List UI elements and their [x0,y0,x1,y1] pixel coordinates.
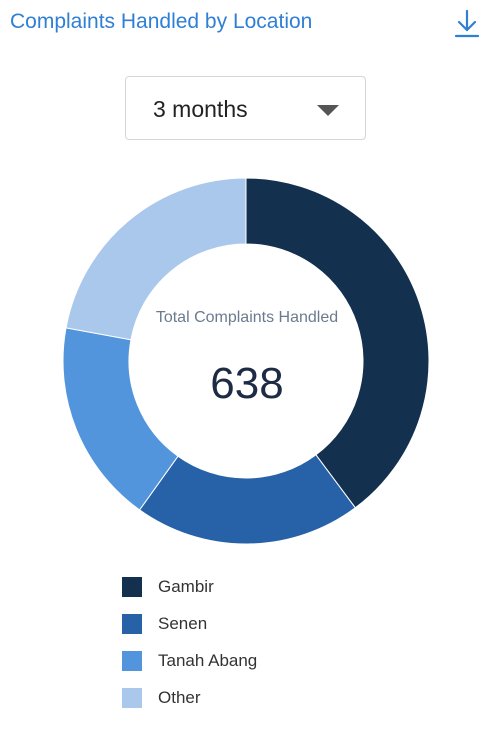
legend-swatch-tanah-abang [122,651,142,671]
legend-label-other: Other [158,688,201,707]
legend-swatch-other [122,688,142,708]
legend-swatch-senen [122,614,142,634]
period-select-value: 3 months [153,96,248,122]
legend-label-gambir: Gambir [158,577,214,596]
legend-swatch-gambir [122,577,142,597]
download-icon[interactable] [452,8,482,40]
donut-chart [62,177,430,545]
legend-label-senen: Senen [158,614,208,633]
donut-slice-gambir[interactable] [245,177,430,509]
center-label: Total Complaints Handled [155,309,339,326]
caret-down-icon [317,104,339,116]
chart-header: Complaints Handled by Location [10,8,490,40]
period-select[interactable]: 3 months [125,76,366,140]
legend-label-tanah-abang: Tanah Abang [158,651,258,670]
donut-chart-svg [62,177,430,545]
donut-slice-other[interactable] [65,177,247,341]
donut-slice-senen[interactable] [138,454,357,545]
chart-title: Complaints Handled by Location [10,10,313,33]
center-total: 638 [210,359,284,408]
